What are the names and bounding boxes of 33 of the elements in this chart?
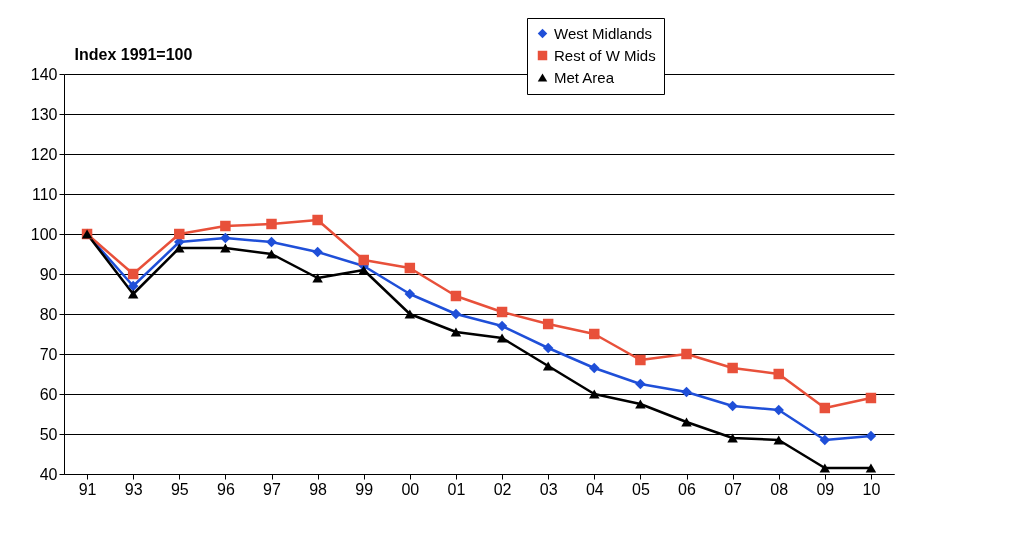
x-tick-label: 08 — [770, 480, 789, 498]
legend-label: Rest of W Mids — [554, 46, 656, 64]
x-tick-label: 96 — [216, 480, 235, 498]
y-tick-label: 120 — [30, 145, 58, 163]
x-tick-label: 98 — [309, 480, 328, 498]
y-tick-label: 90 — [39, 265, 58, 283]
x-tick-label: 99 — [355, 480, 374, 498]
x-tick-label: 10 — [862, 480, 881, 498]
x-tick-label: 00 — [401, 480, 420, 498]
x-tick-label: 93 — [124, 480, 143, 498]
x-tick-label: 02 — [493, 480, 512, 498]
y-axis-title: Index 1991=100 — [74, 45, 193, 63]
x-tick-label: 07 — [724, 480, 743, 498]
legend-label: West Midlands — [554, 24, 653, 42]
x-tick-label: 05 — [631, 480, 650, 498]
y-tick-label: 140 — [30, 65, 58, 83]
y-tick-label: 130 — [30, 105, 58, 123]
x-tick-label: 03 — [539, 480, 558, 498]
y-tick-label: 80 — [39, 305, 58, 323]
y-tick-label: 110 — [31, 185, 58, 203]
x-tick-label: 04 — [585, 480, 604, 498]
x-tick-label: 09 — [816, 480, 835, 498]
x-tick-label: 95 — [170, 480, 189, 498]
y-tick-label: 100 — [30, 225, 58, 243]
x-tick-label: 91 — [78, 480, 97, 498]
x-tick-label: 06 — [678, 480, 696, 498]
x-tick-label: 01 — [447, 480, 466, 498]
y-tick-label: 60 — [39, 385, 58, 403]
y-tick-label: 40 — [39, 465, 58, 483]
x-tick-label: 97 — [263, 480, 281, 498]
y-tick-label: 70 — [39, 345, 58, 363]
legend-label: Met Area — [554, 68, 615, 86]
y-tick-label: 50 — [39, 425, 58, 443]
